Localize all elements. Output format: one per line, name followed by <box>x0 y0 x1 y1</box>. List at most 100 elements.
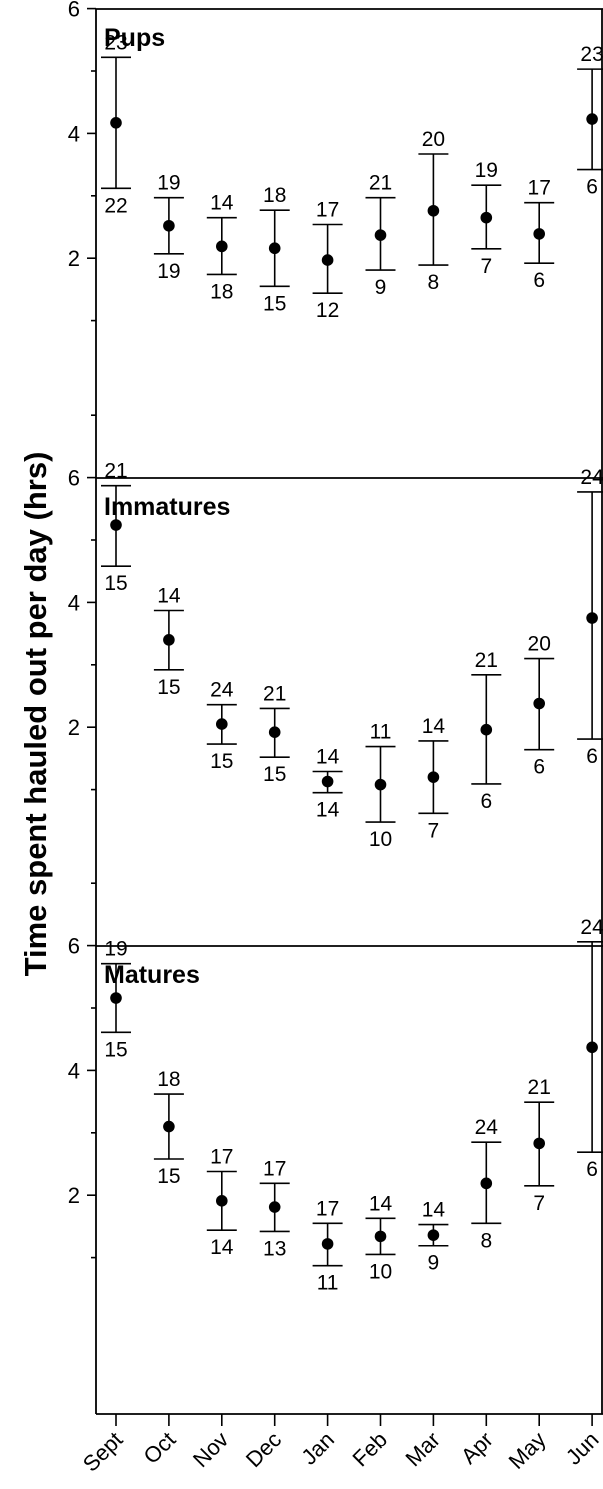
sample-size-label-top: 19 <box>475 159 498 182</box>
sample-size-label-top: 17 <box>316 199 339 222</box>
mean-point-jan <box>321 1238 334 1250</box>
panel-title: Immatures <box>104 493 230 521</box>
y-tick-label: 6 <box>68 466 80 491</box>
sample-size-label-top: 24 <box>210 679 234 702</box>
sample-size-label-bottom: 15 <box>210 750 233 773</box>
y-tick-label: 6 <box>68 0 80 22</box>
mean-point-mar <box>427 1229 440 1241</box>
x-tick-label-jun: Jun <box>561 1427 603 1470</box>
sample-size-label-top: 19 <box>104 938 127 961</box>
mean-point-jun <box>586 113 598 125</box>
y-tick-label: 4 <box>68 121 80 146</box>
sample-size-label-top: 21 <box>104 460 127 483</box>
sample-size-label-top: 19 <box>157 172 180 195</box>
mean-point-apr <box>480 1177 493 1190</box>
mean-point-dec <box>268 1201 281 1213</box>
sample-size-label-top: 21 <box>528 1076 551 1099</box>
sample-size-label-top: 21 <box>263 682 286 705</box>
mean-point-may <box>533 228 545 240</box>
sample-size-label-bottom: 15 <box>263 292 286 315</box>
mean-point-apr <box>480 211 493 224</box>
sample-size-label-top: 14 <box>157 585 181 608</box>
mean-point-oct <box>163 634 175 646</box>
mean-point-jun <box>586 1041 598 1054</box>
x-tick-label-feb: Feb <box>348 1427 392 1471</box>
sample-size-label-top: 14 <box>316 746 340 769</box>
sample-size-label-bottom: 11 <box>317 1272 339 1295</box>
x-tick-label-jan: Jan <box>296 1427 339 1470</box>
sample-size-label-top: 24 <box>580 916 603 939</box>
y-tick-label: 4 <box>68 590 80 615</box>
mean-point-jun <box>586 612 598 624</box>
panel-pups: Pups 2 4 6 23 22 19 19 14 18 18 15 17 12 21 9 20 8 19 7 17 6 2… <box>68 0 603 479</box>
sample-size-label-bottom: 10 <box>369 1260 392 1283</box>
sample-size-label-top: 18 <box>263 184 286 207</box>
panel-title: Pups <box>104 24 165 52</box>
mean-point-mar <box>427 771 440 783</box>
mean-point-sept <box>110 519 122 531</box>
sample-size-label-top: 17 <box>316 1197 339 1220</box>
sample-size-label-top: 24 <box>580 466 603 489</box>
y-tick-label: 2 <box>68 246 80 271</box>
mean-point-sept <box>110 116 122 129</box>
sample-size-label-bottom: 15 <box>157 676 180 699</box>
mean-point-jan <box>321 254 334 266</box>
mean-point-sept <box>110 992 122 1004</box>
mean-point-nov <box>216 718 228 730</box>
y-tick-label: 2 <box>68 1183 80 1208</box>
sample-size-label-bottom: 6 <box>533 756 545 779</box>
x-tick-label-oct: Oct <box>139 1427 181 1469</box>
sample-size-label-bottom: 15 <box>104 572 127 595</box>
sample-size-label-bottom: 12 <box>316 299 339 322</box>
y-tick-label: 6 <box>68 934 80 959</box>
sample-size-label-top: 17 <box>528 177 551 200</box>
mean-point-nov <box>216 240 228 253</box>
sample-size-label-top: 20 <box>422 128 445 151</box>
sample-size-label-bottom: 18 <box>210 280 233 303</box>
sample-size-label-bottom: 7 <box>533 1192 545 1215</box>
panel-title: Matures <box>104 961 200 989</box>
sample-size-label-bottom: 6 <box>533 269 545 292</box>
y-axis-title: Time spent hauled out per day (hrs) <box>18 452 53 977</box>
sample-size-label-bottom: 6 <box>586 176 598 199</box>
mean-point-may <box>533 1137 545 1150</box>
x-tick-label-may: May <box>504 1427 551 1474</box>
sample-size-label-bottom: 13 <box>263 1237 286 1260</box>
mean-point-jan <box>321 775 334 788</box>
sample-size-label-bottom: 22 <box>104 194 127 217</box>
x-tick-label-sept: Sept <box>78 1427 128 1477</box>
sample-size-label-top: 21 <box>475 649 498 672</box>
mean-point-oct <box>163 219 175 232</box>
sample-size-label-top: 24 <box>475 1116 499 1139</box>
sample-size-label-bottom: 14 <box>210 1236 234 1259</box>
sample-size-label-top: 17 <box>263 1157 286 1180</box>
y-tick-label: 2 <box>68 715 80 740</box>
mean-point-feb <box>374 778 387 791</box>
sample-size-label-bottom: 6 <box>480 790 492 813</box>
mean-point-nov <box>216 1195 228 1207</box>
sample-size-label-bottom: 8 <box>428 271 440 294</box>
sample-size-label-bottom: 9 <box>375 276 387 299</box>
mean-point-dec <box>268 726 281 738</box>
sample-size-label-top: 11 <box>370 721 392 744</box>
sample-size-label-bottom: 6 <box>586 1158 598 1181</box>
sample-size-label-bottom: 14 <box>316 799 340 822</box>
mean-point-mar <box>427 204 440 217</box>
sample-size-label-bottom: 15 <box>157 1165 180 1188</box>
mean-point-feb <box>374 229 387 241</box>
sample-size-label-bottom: 7 <box>428 819 440 842</box>
sample-size-label-top: 20 <box>528 633 551 656</box>
x-tick-label-nov: Nov <box>188 1427 233 1472</box>
sample-size-label-top: 21 <box>369 172 392 195</box>
sample-size-label-bottom: 9 <box>428 1252 440 1275</box>
sample-size-label-top: 14 <box>422 1199 446 1222</box>
x-tick-label-mar: Mar <box>400 1427 444 1471</box>
sample-size-label-top: 14 <box>210 192 234 215</box>
mean-point-dec <box>268 242 281 255</box>
sample-size-label-top: 23 <box>104 31 127 54</box>
sample-size-label-top: 23 <box>580 43 603 66</box>
mean-point-feb <box>374 1230 387 1243</box>
